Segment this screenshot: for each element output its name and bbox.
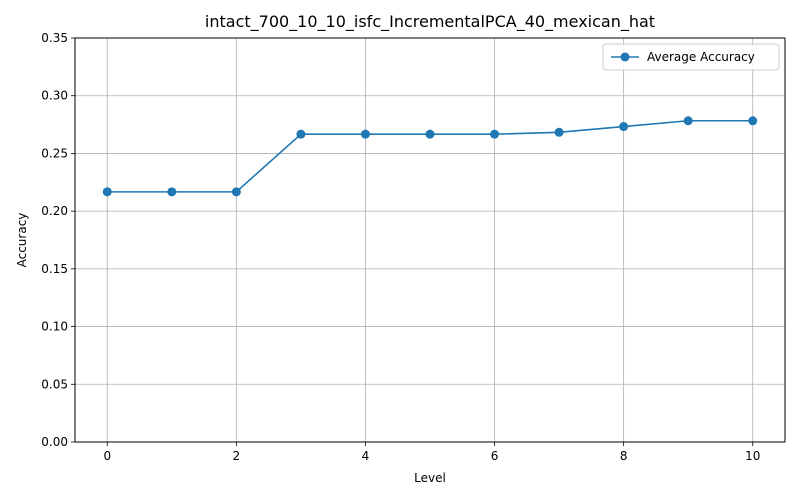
data-point: [231, 187, 241, 197]
y-tick-label: 0.10: [41, 320, 68, 334]
data-point: [167, 187, 177, 197]
legend-label: Average Accuracy: [647, 50, 755, 64]
data-point: [360, 129, 370, 139]
x-tick-label: 4: [362, 449, 370, 463]
data-point: [748, 116, 758, 126]
plot-area: [102, 116, 758, 197]
data-point: [683, 116, 693, 126]
chart-title: intact_700_10_10_isfc_IncrementalPCA_40_…: [205, 12, 655, 32]
x-tick-label: 6: [491, 449, 499, 463]
data-point: [490, 129, 500, 139]
y-tick-label: 0.30: [41, 89, 68, 103]
data-point: [425, 129, 435, 139]
data-point: [102, 187, 112, 197]
y-tick-label: 0.15: [41, 262, 68, 276]
y-axis-label: Accuracy: [15, 213, 29, 268]
y-axis-ticks: 0.00 0.05 0.10 0.15 0.20 0.25 0.30 0.35: [41, 31, 75, 449]
y-tick-label: 0.05: [41, 377, 68, 391]
data-point: [296, 129, 306, 139]
x-tick-label: 8: [620, 449, 628, 463]
y-tick-label: 0.20: [41, 204, 68, 218]
x-tick-label: 0: [103, 449, 111, 463]
data-point: [554, 127, 564, 137]
y-tick-label: 0.25: [41, 146, 68, 160]
legend-marker: [620, 52, 630, 62]
x-tick-label: 2: [233, 449, 241, 463]
x-axis-label: Level: [414, 471, 446, 485]
legend: Average Accuracy: [602, 43, 780, 71]
legend-box: [602, 43, 780, 71]
x-tick-label: 10: [745, 449, 760, 463]
y-tick-label: 0.35: [41, 31, 68, 45]
data-point: [619, 122, 629, 132]
y-tick-label: 0.00: [41, 435, 68, 449]
axes-frame: [74, 37, 786, 443]
x-axis-ticks: 0 2 4 6 8 10: [103, 442, 760, 463]
